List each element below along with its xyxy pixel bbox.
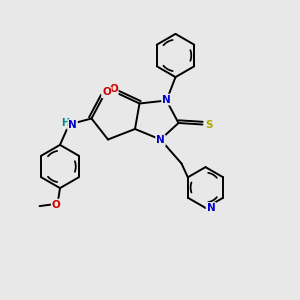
Text: N: N	[162, 94, 171, 105]
Text: N: N	[156, 135, 165, 146]
Text: O: O	[102, 87, 111, 98]
Text: O: O	[109, 84, 118, 94]
Text: O: O	[52, 200, 61, 210]
Text: N: N	[206, 203, 215, 213]
Text: S: S	[205, 119, 212, 130]
Text: N: N	[68, 120, 77, 130]
Text: H: H	[61, 118, 70, 128]
